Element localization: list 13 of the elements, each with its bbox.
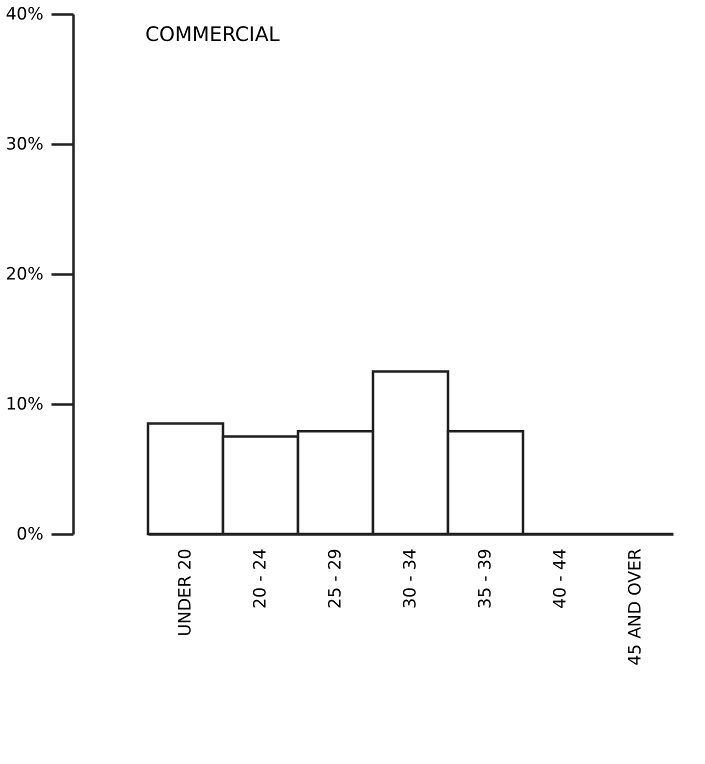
y-tick-label: 20% <box>6 264 44 284</box>
y-tick-label: 30% <box>6 134 44 154</box>
y-tick-label: 0% <box>16 524 44 544</box>
x-tick-label: 25 - 29 <box>326 548 346 609</box>
y-tick-label: 40% <box>6 4 44 24</box>
x-tick-label: 30 - 34 <box>400 548 420 609</box>
x-tick-label: 35 - 39 <box>476 548 496 609</box>
x-tick-label: 20 - 24 <box>250 548 270 609</box>
x-tick-label: 40 - 44 <box>550 548 570 609</box>
chart-title: COMMERCIAL <box>145 22 281 46</box>
x-tick-label: UNDER 20 <box>176 548 196 636</box>
y-tick-label: 10% <box>6 394 44 414</box>
x-tick-label: 45 AND OVER <box>626 548 646 666</box>
